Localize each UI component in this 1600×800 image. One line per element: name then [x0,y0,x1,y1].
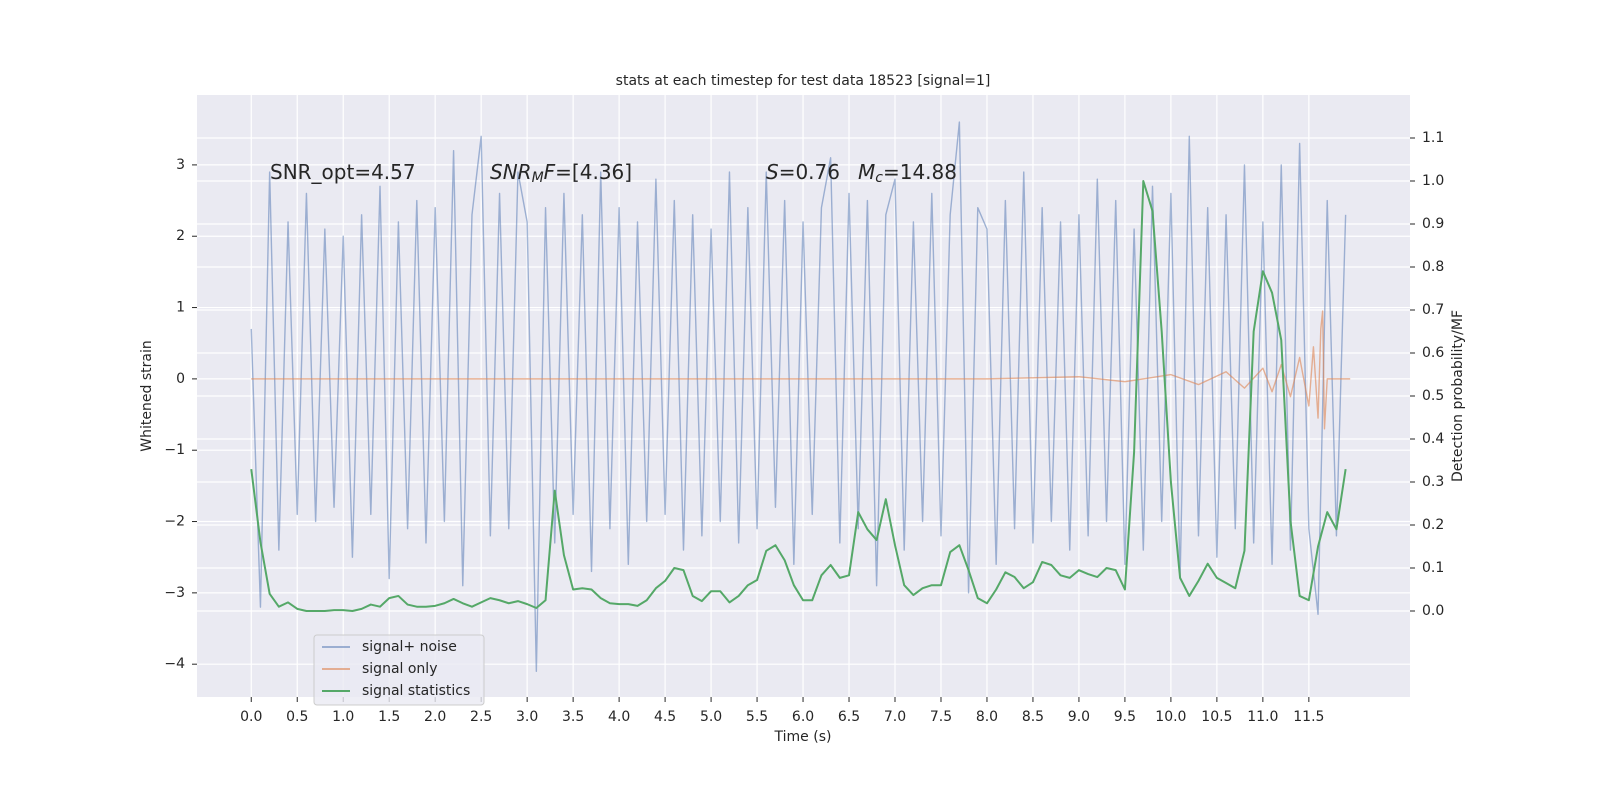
annotation: SNRMF=[4.36] [490,160,632,187]
y2-tick-label: 1.1 [1422,130,1444,146]
y2-axis-label: Detection probability/MF [1450,310,1466,482]
annotation-part: =0.76 [779,160,840,184]
x-tick-label: 9.0 [1068,709,1090,725]
y2-tick-label: 0.4 [1422,431,1444,447]
x-tick-label: 5.5 [746,709,768,725]
chart-title: stats at each timestep for test data 185… [616,73,991,89]
y-tick-label: −1 [164,442,185,458]
y2-tick-label: 1.0 [1422,173,1444,189]
x-axis-label: Time (s) [774,729,832,745]
x-tick-label: 7.5 [930,709,952,725]
x-tick-label: 7.0 [884,709,906,725]
y-tick-label: −3 [164,585,185,601]
x-tick-label: 1.0 [332,709,354,725]
y2-tick-label: 0.5 [1422,388,1444,404]
x-tick-label: 1.5 [378,709,400,725]
y2-tick-label: 0.9 [1422,216,1444,232]
x-tick-label: 6.0 [792,709,814,725]
annotation-part: =14.88 [883,160,957,184]
x-tick-label: 10.5 [1201,709,1232,725]
annotation-part: SNR [490,160,532,184]
x-tick-label: 3.0 [516,709,538,725]
x-tick-label: 6.5 [838,709,860,725]
legend-label: signal only [362,661,437,677]
annotation-part: c [875,170,883,186]
x-tick-label: 5.0 [700,709,722,725]
annotation-part: SNR_opt=4.57 [270,160,416,184]
y2-tick-label: 0.8 [1422,259,1444,275]
y-tick-label: 3 [176,157,185,173]
x-tick-label: 0.5 [286,709,308,725]
y2-tick-label: 0.3 [1422,474,1444,490]
x-tick-label: 11.0 [1247,709,1278,725]
y-tick-label: 0 [176,371,185,387]
x-tick-label: 9.5 [1114,709,1136,725]
series-line [250,121,1347,673]
annotation-part: S [766,160,779,184]
legend-label: signal statistics [362,683,470,699]
x-tick-label: 8.5 [1022,709,1044,725]
marks [250,121,1351,673]
y-tick-label: −4 [164,656,185,672]
annotation-part: M [858,160,875,184]
annotation-part: F [544,160,556,184]
x-tick-label: 4.0 [608,709,630,725]
annotation: Mc=14.88 [858,160,957,187]
x-tick-label: 11.5 [1293,709,1324,725]
annotation-part: M [532,170,544,186]
legend-box [313,634,485,706]
annotation: SNR_opt=4.57 [270,160,416,184]
x-tick-label: 2.5 [470,709,492,725]
x-tick-label: 10.0 [1155,709,1186,725]
x-tick-label: 0.0 [240,709,262,725]
series-line [250,180,1347,612]
x-tick-label: 3.5 [562,709,584,725]
y2-tick-label: 0.1 [1422,560,1444,576]
y-tick-label: 2 [176,228,185,244]
y2-tick-label: 0.6 [1422,345,1444,361]
x-tick-label: 2.0 [424,709,446,725]
annotation: S=0.76 [766,160,840,184]
x-tick-label: 4.5 [654,709,676,725]
annotation-part: =[4.36] [555,160,632,184]
y-axis-label: Whitened strain [139,340,155,451]
x-tick-label: 8.0 [976,709,998,725]
labels: 0.0 0.5 1.0 1.5 2.0 2.5 3.0 3.5 4.0 4.5 5.0 5.5 6.0 6… [164,130,1444,725]
y2-tick-label: 0.2 [1422,517,1444,533]
y2-tick-label: 0.0 [1422,603,1444,619]
y-tick-label: −2 [164,514,185,530]
y2-tick-label: 0.7 [1422,302,1444,318]
series-line [251,310,1351,430]
y-tick-label: 1 [176,300,185,316]
legend-label: signal+ noise [362,639,457,655]
